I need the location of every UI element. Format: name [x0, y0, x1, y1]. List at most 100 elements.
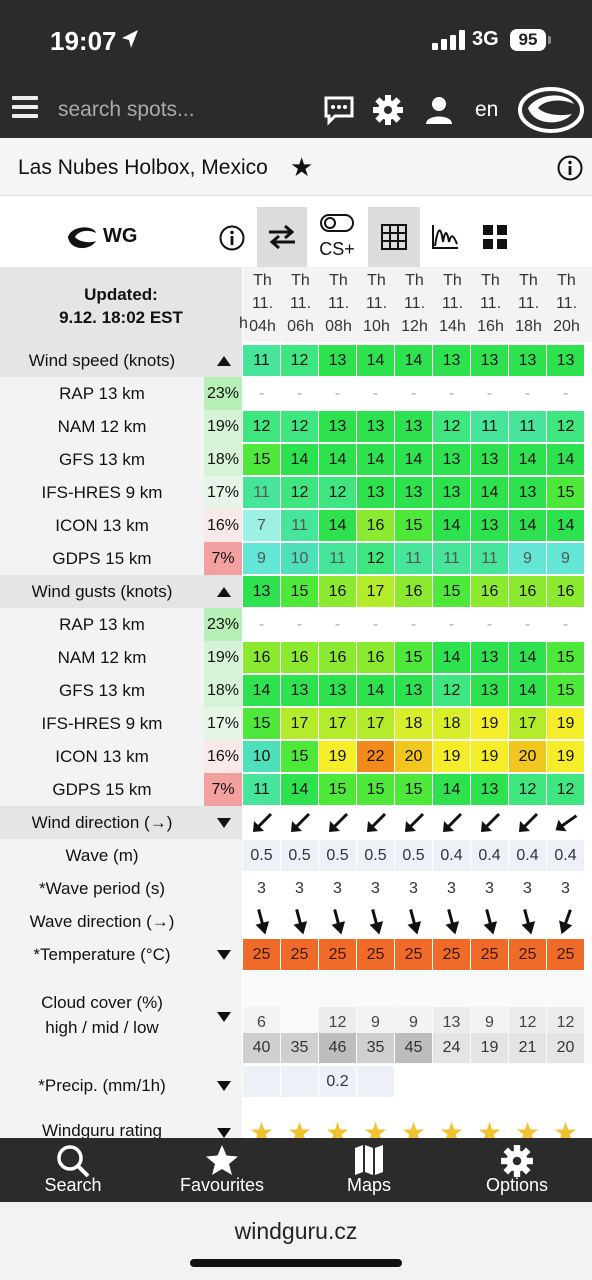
column-header: Th 11. 10h	[358, 269, 395, 338]
wind-gusts-cell: 16	[509, 576, 546, 607]
wave-cell: 0.4	[433, 840, 470, 871]
model-value-cell: 15	[281, 741, 318, 772]
nav-search-label: Search	[44, 1175, 102, 1195]
expand-toggle-icon[interactable]	[216, 1011, 232, 1023]
wind-gusts-header[interactable]: Wind gusts (knots)	[0, 575, 242, 608]
model-value-cell: 11	[243, 477, 280, 508]
favourite-star-icon[interactable]: ★	[290, 152, 314, 182]
wind-gusts-cell: 15	[281, 576, 318, 607]
precip-label: *Precip. (mm/1h)	[38, 1076, 166, 1095]
temperature-cell: 25	[509, 939, 546, 970]
nav-favourites-label: Favourites	[179, 1175, 265, 1195]
settings-gear-icon[interactable]	[372, 94, 404, 126]
precip-row[interactable]: *Precip. (mm/1h)	[0, 1064, 242, 1104]
nav-options-label: Options	[485, 1175, 549, 1195]
expand-toggle-icon[interactable]	[216, 1127, 232, 1139]
column-header-hour: 06h	[287, 318, 314, 335]
cloud-high-cell: 12	[509, 1007, 546, 1038]
model-weight: 7%	[204, 773, 242, 806]
wind-direction-arrow-icon	[319, 806, 356, 839]
model-value-cell: 15	[547, 477, 584, 508]
model-row-label: IFS-HRES 9 km	[41, 714, 163, 733]
browser-url-bar[interactable]: windguru.cz	[0, 1202, 592, 1280]
collapse-toggle-icon[interactable]	[216, 586, 232, 598]
wave-period-cell: 3	[447, 880, 456, 897]
wind-speed-cell: 12	[281, 345, 318, 376]
model-weight: 16%	[204, 509, 242, 542]
language-selector[interactable]: en	[475, 98, 499, 121]
model-row-label: NAM 12 km	[57, 417, 147, 436]
cloud-high-cell: 12	[319, 1007, 356, 1038]
search-input[interactable]	[50, 92, 300, 128]
model-value-cell: 20	[509, 741, 546, 772]
precip-cell	[509, 1066, 546, 1097]
model-value-cell: 13	[357, 411, 394, 442]
model-value-cell: -	[334, 616, 341, 633]
nav-options[interactable]: Options	[476, 1138, 558, 1202]
signal-icon	[432, 30, 465, 50]
home-indicator[interactable]	[190, 1259, 402, 1267]
nav-favourites[interactable]: Favourites	[166, 1138, 278, 1202]
wind-direction-arrow-icon	[395, 806, 432, 839]
column-header-date: 11.	[327, 295, 350, 312]
spot-info-icon[interactable]	[557, 155, 583, 181]
cloud-cover-label: Cloud cover (%)	[41, 993, 163, 1012]
model-value-cell: -	[448, 616, 455, 633]
table-view-button[interactable]	[368, 207, 420, 267]
wind-direction-arrow-icon	[243, 806, 280, 839]
column-header-day: Th	[443, 272, 462, 289]
model-label[interactable]: WG	[103, 225, 138, 247]
windguru-logo[interactable]	[518, 86, 584, 134]
search-icon	[57, 1145, 90, 1178]
location-arrow-icon	[122, 30, 138, 48]
wind-gusts-cell: 16	[471, 576, 508, 607]
compact-view-button[interactable]	[470, 207, 520, 267]
model-value-cell: 12	[509, 774, 546, 805]
spot-header: Las Nubes Holbox, Mexico ★	[0, 138, 592, 196]
model-value-cell: 19	[471, 741, 508, 772]
chat-icon[interactable]	[323, 94, 355, 126]
cloud-high-cell: 9	[357, 1007, 394, 1038]
expand-toggle-icon[interactable]	[216, 1080, 232, 1092]
temperature-row[interactable]: *Temperature (°C)	[0, 938, 242, 971]
swap-view-button[interactable]	[257, 207, 307, 267]
model-value-cell: 10	[281, 543, 318, 574]
column-header-day: Th	[481, 272, 500, 289]
model-row: GFS 13 km 18%	[0, 674, 242, 707]
model-value-cell: 12	[357, 543, 394, 574]
cloud-low-cell: 24	[433, 1033, 470, 1063]
model-weight: 23%	[204, 377, 242, 410]
column-header-hour: 04h	[249, 318, 276, 335]
cloud-cover-row[interactable]: Cloud cover (%) high / mid / low	[0, 971, 242, 1064]
graph-view-button[interactable]	[420, 207, 470, 267]
model-row: ICON 13 km 16%	[0, 740, 242, 773]
column-header-day: Th	[557, 272, 576, 289]
model-value-cell: 17	[509, 708, 546, 739]
wave-cell: 0.4	[509, 840, 546, 871]
collapse-toggle-icon[interactable]	[216, 355, 232, 367]
model-value-cell: -	[486, 616, 493, 633]
column-header-hour: 10h	[363, 318, 390, 335]
model-value-cell: -	[524, 616, 531, 633]
expand-toggle-icon[interactable]	[216, 949, 232, 961]
wind-speed-header[interactable]: Wind speed (knots)	[0, 344, 242, 377]
wind-gusts-header-label: Wind gusts (knots)	[31, 582, 173, 601]
nav-maps[interactable]: Maps	[330, 1138, 408, 1202]
user-icon[interactable]	[423, 94, 455, 126]
precip-cell: 0.2	[319, 1066, 356, 1097]
model-value-cell: 15	[547, 675, 584, 706]
wave-row-label: Wave (m)	[65, 846, 139, 865]
url-text: windguru.cz	[234, 1218, 358, 1244]
expand-toggle-icon[interactable]	[216, 817, 232, 829]
nav-search[interactable]: Search	[30, 1138, 116, 1202]
cs-plus-toggle[interactable]: CS+	[312, 207, 362, 267]
wave-period-row: *Wave period (s)	[0, 872, 242, 905]
row-labels: Updated: 9.12. 18:02 EST Wind speed (knots…	[0, 267, 242, 1145]
model-row: ICON 13 km 16%	[0, 509, 242, 542]
model-value-cell: 12	[547, 411, 584, 442]
wave-direction-arrow-icon	[357, 905, 394, 938]
model-value-cell: 12	[281, 477, 318, 508]
wind-direction-row[interactable]: Wind direction (→)	[0, 806, 242, 839]
menu-icon[interactable]	[12, 96, 38, 122]
model-info-icon[interactable]	[219, 225, 245, 251]
